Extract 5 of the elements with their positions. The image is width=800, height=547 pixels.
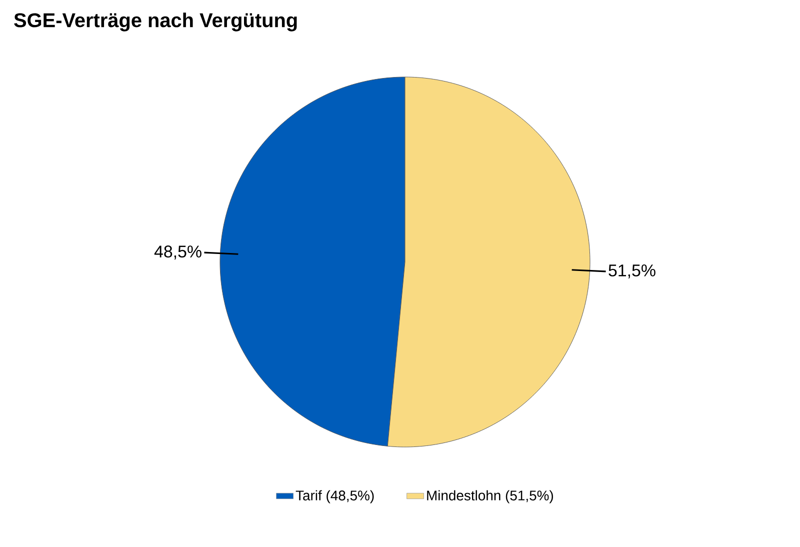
- legend-label: Mindestlohn (51,5%): [427, 490, 553, 504]
- chart-title: SGE-Verträge nach Vergütung: [14, 12, 297, 32]
- legend-label: Tarif (48,5%): [296, 490, 374, 504]
- data-label: 48,5%: [154, 246, 202, 260]
- data-label: 51,5%: [608, 264, 656, 278]
